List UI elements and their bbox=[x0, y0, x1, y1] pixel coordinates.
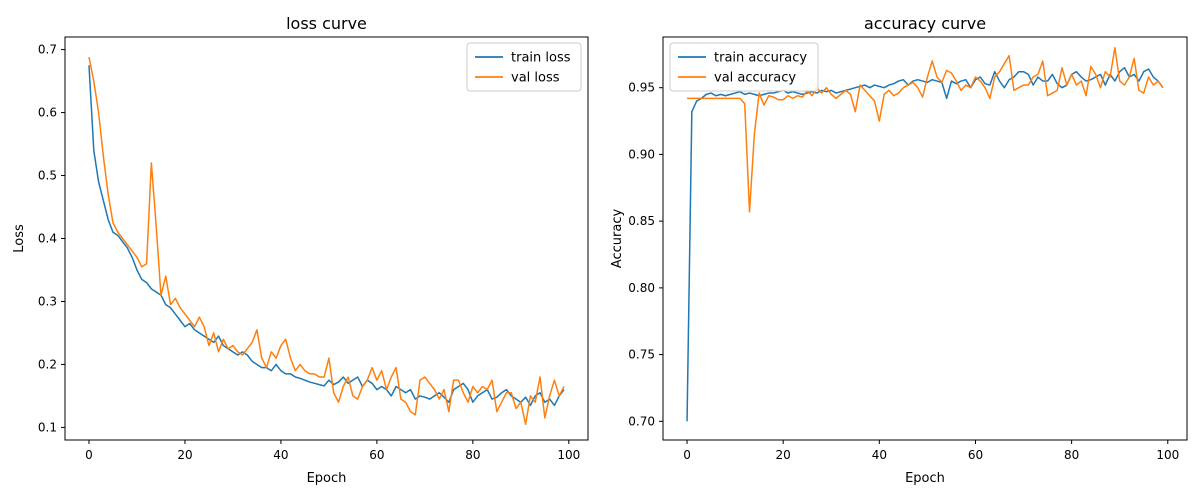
loss-y-tick-label: 0.7 bbox=[38, 43, 57, 57]
accuracy-y-axis-label: Accuracy bbox=[610, 209, 625, 269]
loss-x-tick-label: 40 bbox=[273, 448, 288, 462]
loss-plot-area: 0 20 40 60 80 100 0.1 0.2 0.3 0.4 0.5 0.6 0.7 bbox=[38, 36, 589, 462]
accuracy-y-tick-label: 0.95 bbox=[628, 81, 655, 95]
loss-x-axis-label: Epoch bbox=[307, 471, 347, 486]
loss-y-tick-label: 0.2 bbox=[38, 357, 57, 371]
accuracy-y-tick-label: 0.75 bbox=[628, 348, 655, 362]
loss-chart: loss curve Epoch Loss 0 20 40 60 80 100 0.1 0.2… bbox=[12, 14, 589, 486]
loss-y-tick-label: 0.4 bbox=[38, 232, 57, 246]
loss-chart-title: loss curve bbox=[286, 14, 367, 33]
loss-legend: train loss val loss bbox=[466, 42, 582, 92]
accuracy-x-tick-label: 40 bbox=[872, 448, 887, 462]
loss-y-tick-label: 0.6 bbox=[38, 106, 57, 120]
accuracy-legend: train accuracy val accuracy bbox=[669, 42, 819, 92]
accuracy-x-tick-label: 20 bbox=[776, 448, 791, 462]
accuracy-x-tick-label: 100 bbox=[1156, 448, 1179, 462]
accuracy-x-tick-label: 0 bbox=[683, 448, 691, 462]
accuracy-y-tick-label: 0.90 bbox=[628, 147, 655, 161]
accuracy-x-axis-label: Epoch bbox=[905, 471, 945, 486]
accuracy-legend-label: train accuracy bbox=[714, 51, 807, 66]
accuracy-legend-box bbox=[669, 42, 819, 92]
accuracy-series-val-accuracy bbox=[687, 46, 1164, 213]
loss-legend-label: val loss bbox=[511, 71, 560, 86]
loss-series-val-loss bbox=[88, 57, 565, 426]
loss-y-tick-label: 0.3 bbox=[38, 294, 57, 308]
loss-y-tick-label: 0.5 bbox=[38, 169, 57, 183]
accuracy-plot-area: 0 20 40 60 80 100 0.70 0.75 0.80 0.85 0.90 0.95 bbox=[628, 36, 1188, 462]
accuracy-axes-frame bbox=[662, 36, 1188, 441]
loss-legend-box bbox=[466, 42, 582, 92]
loss-legend-label: train loss bbox=[511, 51, 571, 66]
loss-x-tick-label: 80 bbox=[465, 448, 480, 462]
accuracy-y-tick-label: 0.85 bbox=[628, 214, 655, 228]
loss-x-tick-label: 0 bbox=[85, 448, 93, 462]
accuracy-y-tick-label: 0.80 bbox=[628, 281, 655, 295]
loss-x-tick-label: 60 bbox=[369, 448, 384, 462]
accuracy-chart: accuracy curve Epoch Accuracy 0 20 40 60 80 1… bbox=[610, 14, 1188, 486]
loss-series-train-loss bbox=[88, 65, 565, 407]
loss-y-tick-label: 0.1 bbox=[38, 420, 57, 434]
accuracy-chart-title: accuracy curve bbox=[864, 14, 986, 33]
loss-x-tick-label: 20 bbox=[177, 448, 192, 462]
accuracy-y-tick-label: 0.70 bbox=[628, 414, 655, 428]
accuracy-legend-label: val accuracy bbox=[714, 71, 796, 86]
accuracy-x-tick-label: 60 bbox=[968, 448, 983, 462]
loss-y-axis-label: Loss bbox=[12, 224, 27, 253]
accuracy-x-tick-label: 80 bbox=[1064, 448, 1079, 462]
loss-x-tick-label: 100 bbox=[557, 448, 580, 462]
accuracy-series-train-accuracy bbox=[686, 66, 1164, 422]
